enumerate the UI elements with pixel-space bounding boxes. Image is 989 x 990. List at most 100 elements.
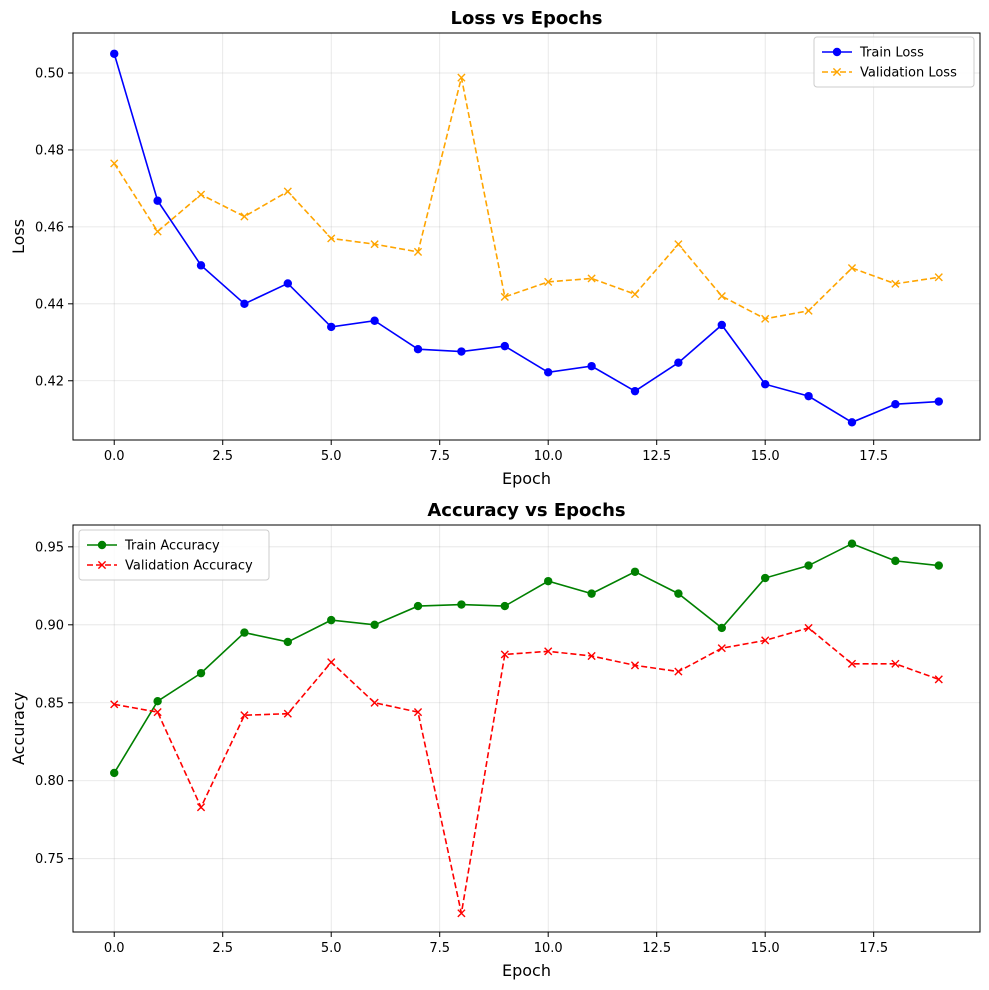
data-point <box>891 279 900 288</box>
x-tick-label: 5.0 <box>321 449 342 464</box>
plot-frame <box>72 32 981 441</box>
data-point <box>153 196 162 205</box>
y-axis-label: Loss <box>9 219 28 254</box>
x-tick-label: 0.0 <box>104 449 125 464</box>
data-point <box>934 397 943 406</box>
legend-label: Validation Loss <box>860 66 957 81</box>
x-tick-label: 15.0 <box>751 449 780 464</box>
data-point <box>500 341 510 351</box>
data-point <box>804 623 813 633</box>
series-line-0 <box>113 53 939 424</box>
data-point <box>413 247 423 256</box>
data-point <box>587 274 596 283</box>
data-point <box>717 644 726 653</box>
series-line-1 <box>113 77 939 320</box>
data-point <box>717 623 726 633</box>
data-point <box>587 361 596 371</box>
chart-title: Loss vs Epochs <box>451 8 603 29</box>
data-point <box>153 708 162 717</box>
y-tick-label: 0.50 <box>35 67 64 82</box>
accuracy-chart: 0.0 2.5 5.0 7.5 10.0 12.5 15.0 17.5 0.75 0.80 0.85… <box>9 500 981 980</box>
legend: Train Accuracy Validation Accuracy <box>78 529 270 581</box>
data-point <box>110 700 119 709</box>
x-tick-label: 5.0 <box>321 941 342 956</box>
data-point <box>847 659 857 668</box>
data-point <box>196 803 206 812</box>
data-point <box>327 615 336 625</box>
x-tick-label: 12.5 <box>642 449 671 464</box>
y-tick-label: 0.48 <box>35 143 64 158</box>
data-point <box>110 49 119 58</box>
data-point <box>196 190 206 199</box>
x-axis-label: Epoch <box>502 961 551 980</box>
legend-marker <box>832 47 842 57</box>
plot-frame <box>72 524 981 933</box>
series-line-1 <box>114 627 940 914</box>
data-point <box>370 620 379 630</box>
y-tick-label: 0.42 <box>35 374 64 389</box>
data-point <box>457 909 466 918</box>
data-point <box>327 234 336 243</box>
data-point <box>413 601 423 611</box>
data-point <box>891 659 900 668</box>
data-point <box>717 292 726 301</box>
data-point <box>847 263 857 273</box>
data-point <box>240 628 249 637</box>
data-point <box>457 347 466 356</box>
data-point <box>543 576 553 586</box>
data-point <box>240 711 249 720</box>
data-point <box>674 358 683 367</box>
x-tick-label: 10.0 <box>534 449 563 464</box>
data-point <box>847 418 857 427</box>
x-tick-label: 2.5 <box>212 941 233 956</box>
legend-marker <box>832 67 842 77</box>
x-tick-label: 2.5 <box>212 449 233 464</box>
data-point <box>891 556 900 566</box>
data-point <box>804 561 813 570</box>
x-tick-label: 0.0 <box>104 941 125 956</box>
data-point <box>804 306 813 315</box>
data-point <box>500 650 509 659</box>
data-point <box>413 345 423 354</box>
data-point <box>717 320 726 330</box>
data-point <box>934 561 943 570</box>
data-point <box>543 368 553 377</box>
series-line-0 <box>113 542 939 774</box>
data-point <box>544 647 553 656</box>
data-point <box>544 277 553 286</box>
data-point <box>153 697 162 706</box>
data-point <box>934 273 943 282</box>
data-point <box>674 589 683 598</box>
data-point <box>630 290 640 299</box>
legend: Train Loss Validation Loss <box>813 36 975 88</box>
x-tick-label: 10.0 <box>534 941 563 956</box>
chart-title: Accuracy vs Epochs <box>427 500 625 521</box>
x-tick-label: 7.5 <box>429 941 450 956</box>
y-tick-label: 0.90 <box>35 618 64 633</box>
data-point <box>110 768 119 778</box>
x-tick-label: 12.5 <box>642 941 671 956</box>
data-point <box>630 661 640 670</box>
data-point <box>370 240 379 249</box>
y-tick-label: 0.75 <box>35 852 64 867</box>
data-point <box>153 227 162 236</box>
data-point <box>370 316 379 325</box>
loss-chart: 0.0 2.5 5.0 7.5 10.0 12.5 15.0 17.5 0.42 0.44 0.46… <box>9 8 981 488</box>
data-point <box>196 668 206 678</box>
data-point <box>500 601 510 611</box>
data-point <box>934 675 943 684</box>
data-point <box>196 261 206 270</box>
x-axis-label: Epoch <box>502 469 551 488</box>
data-point <box>587 589 596 598</box>
data-point <box>760 573 770 583</box>
data-point <box>240 299 249 309</box>
data-point <box>630 567 640 576</box>
y-tick-label: 0.85 <box>35 696 64 711</box>
data-point <box>630 386 640 396</box>
data-point <box>413 708 423 717</box>
data-point <box>283 279 293 288</box>
y-axis-label: Accuracy <box>9 692 28 765</box>
data-point <box>457 600 466 609</box>
data-point <box>500 292 509 301</box>
x-tick-label: 17.5 <box>859 449 888 464</box>
